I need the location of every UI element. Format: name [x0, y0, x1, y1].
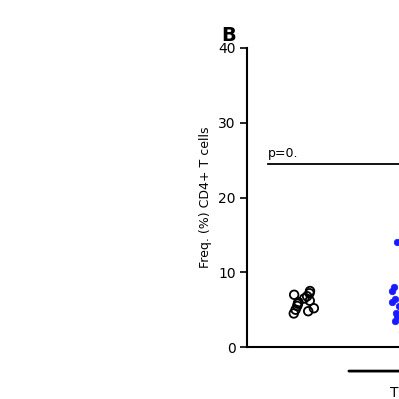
Point	[392, 318, 398, 324]
Point	[301, 295, 308, 302]
Point	[306, 290, 313, 296]
Point	[295, 299, 302, 306]
Point	[292, 306, 299, 313]
Point	[305, 308, 311, 314]
Point	[389, 288, 395, 294]
Point	[394, 312, 399, 319]
Point	[392, 295, 399, 302]
Point	[311, 305, 317, 311]
Text: p=0.: p=0.	[268, 147, 298, 160]
Point	[295, 300, 301, 307]
Point	[393, 310, 399, 317]
Text: B: B	[221, 26, 236, 45]
Point	[396, 303, 399, 309]
Point	[393, 239, 399, 245]
Point	[306, 298, 313, 304]
Point	[291, 292, 297, 298]
Text: Tim-: Tim-	[390, 386, 399, 399]
Point	[304, 293, 310, 299]
Point	[307, 288, 313, 294]
Point	[391, 284, 397, 290]
Y-axis label: Freq. (%) CD4+ T cells: Freq. (%) CD4+ T cells	[200, 127, 212, 268]
Point	[389, 299, 395, 306]
Point	[294, 303, 300, 309]
Point	[290, 310, 297, 317]
